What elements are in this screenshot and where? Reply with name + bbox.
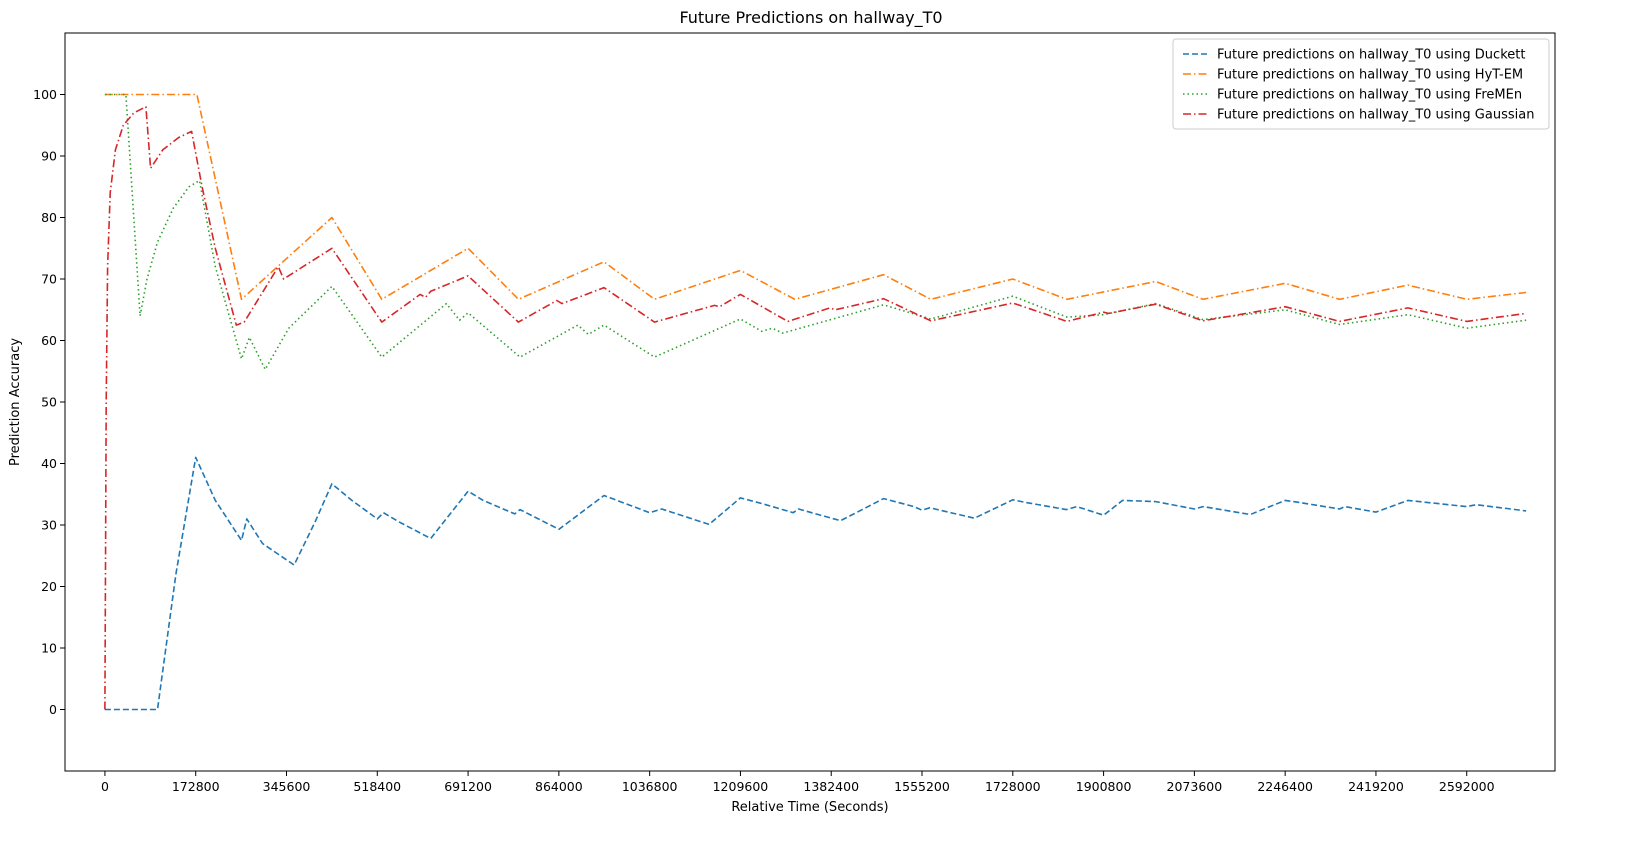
chart-title: Future Predictions on hallway_T0 — [679, 8, 942, 28]
x-tick-label: 518400 — [353, 779, 401, 794]
x-tick-label: 345600 — [263, 779, 311, 794]
x-tick-label: 2246400 — [1257, 779, 1313, 794]
series-layer — [104, 93, 1527, 711]
y-tick-label: 70 — [41, 272, 57, 287]
legend-box — [1172, 38, 1550, 130]
x-tick-label: 1209600 — [713, 779, 769, 794]
y-tick-label: 20 — [41, 579, 57, 594]
x-axis-label: Relative Time (Seconds) — [731, 800, 888, 815]
series-line-3 — [104, 106, 1527, 710]
legend-label-3: Future predictions on hallway_T0 using G… — [1217, 108, 1534, 123]
y-tick-label: 50 — [41, 395, 57, 410]
x-tick-label: 1036800 — [622, 779, 678, 794]
x-tick-label: 691200 — [444, 779, 492, 794]
x-tick-label: 0 — [101, 779, 109, 794]
series-line-2 — [104, 93, 1527, 371]
x-tick-label: 1555200 — [894, 779, 950, 794]
x-tick-label: 2419200 — [1348, 779, 1404, 794]
x-tick-label: 1382400 — [803, 779, 859, 794]
y-tick-label: 60 — [41, 333, 57, 348]
x-tick-label: 2592000 — [1439, 779, 1495, 794]
series-line-0 — [104, 456, 1527, 711]
plot-area-frame — [64, 32, 1556, 772]
x-tick-label: 172800 — [172, 779, 220, 794]
legend-label-1: Future predictions on hallway_T0 using H… — [1217, 68, 1523, 83]
series-line-1 — [104, 93, 1527, 301]
y-tick-label: 0 — [49, 702, 57, 717]
y-axis-label: Prediction Accuracy — [8, 338, 23, 466]
x-tick-label: 2073600 — [1167, 779, 1223, 794]
legend: Future predictions on hallway_T0 using D… — [1172, 38, 1550, 130]
y-axis: 0 10 20 30 40 50 60 70 80 90 100 — [33, 87, 65, 717]
y-tick-label: 90 — [41, 149, 57, 164]
y-tick-label: 30 — [41, 518, 57, 533]
legend-label-0: Future predictions on hallway_T0 using D… — [1217, 48, 1525, 63]
legend-label-2: Future predictions on hallway_T0 using F… — [1217, 88, 1522, 103]
x-tick-label: 864000 — [535, 779, 583, 794]
x-tick-label: 1728000 — [985, 779, 1041, 794]
x-tick-label: 1900800 — [1076, 779, 1132, 794]
y-tick-label: 10 — [41, 641, 57, 656]
y-tick-label: 40 — [41, 456, 57, 471]
y-tick-label: 80 — [41, 210, 57, 225]
x-axis: 0 172800 345600 518400 691200 864000 1036800 12… — [101, 771, 1495, 794]
y-tick-label: 100 — [33, 87, 57, 102]
